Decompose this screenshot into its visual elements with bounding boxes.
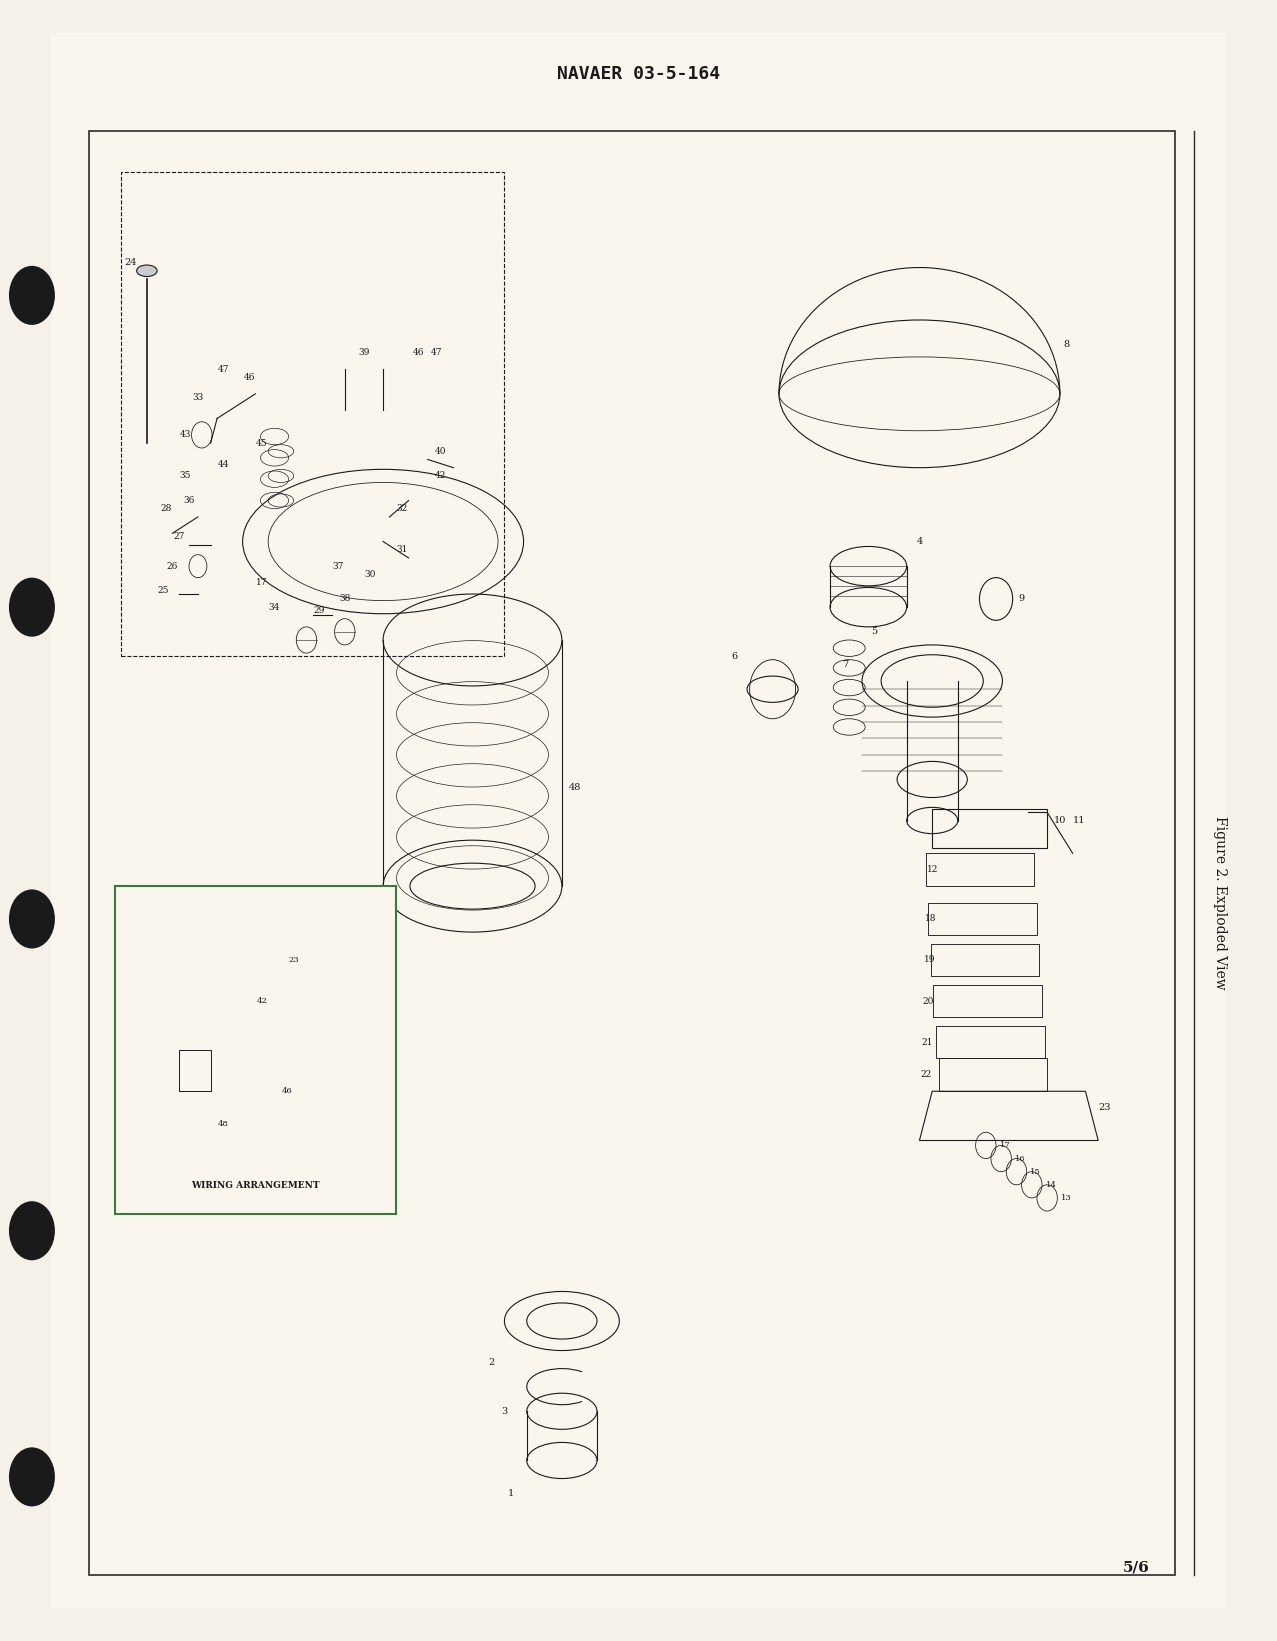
Bar xyxy=(932,809,1047,848)
Text: 16: 16 xyxy=(1015,1155,1025,1162)
Text: 43: 43 xyxy=(180,430,190,440)
Text: 31: 31 xyxy=(397,545,407,555)
Text: NAVAER 03-5-164: NAVAER 03-5-164 xyxy=(557,66,720,82)
Text: WIRING ARRANGEMENT: WIRING ARRANGEMENT xyxy=(192,1182,319,1190)
Bar xyxy=(933,985,1042,1017)
Text: 12: 12 xyxy=(927,865,937,875)
Text: 19: 19 xyxy=(923,955,936,965)
Text: 6: 6 xyxy=(732,651,737,661)
Text: 21: 21 xyxy=(922,1037,932,1047)
Text: 27: 27 xyxy=(174,532,184,542)
Text: 4: 4 xyxy=(917,537,922,546)
Text: 47: 47 xyxy=(430,348,443,358)
Text: 29: 29 xyxy=(314,606,324,615)
Text: 26: 26 xyxy=(167,561,178,571)
Text: 30: 30 xyxy=(365,569,375,579)
Text: 48: 48 xyxy=(568,783,581,793)
Text: 11: 11 xyxy=(1073,816,1085,825)
Bar xyxy=(121,172,504,656)
Text: 5: 5 xyxy=(872,627,877,637)
Text: 46: 46 xyxy=(412,348,425,358)
Text: 28: 28 xyxy=(161,504,171,514)
Bar xyxy=(936,1026,1045,1058)
Bar xyxy=(939,1058,1047,1091)
Circle shape xyxy=(9,889,55,948)
Text: 42: 42 xyxy=(435,471,446,481)
Text: 25: 25 xyxy=(157,586,170,596)
Bar xyxy=(928,903,1037,935)
Bar xyxy=(89,131,1175,1575)
Text: 2: 2 xyxy=(489,1357,494,1367)
Text: 17: 17 xyxy=(255,578,268,587)
Bar xyxy=(931,944,1039,976)
Text: 8: 8 xyxy=(1064,340,1069,350)
Text: Figure 2. Exploded View: Figure 2. Exploded View xyxy=(1213,816,1226,990)
Circle shape xyxy=(9,266,55,325)
Text: 34: 34 xyxy=(269,602,280,612)
Text: 18: 18 xyxy=(925,914,937,924)
Text: 9: 9 xyxy=(1019,594,1024,604)
Text: 37: 37 xyxy=(333,561,344,571)
Circle shape xyxy=(9,578,55,637)
Text: 15: 15 xyxy=(1031,1168,1041,1175)
Text: 33: 33 xyxy=(193,392,203,402)
Text: 20: 20 xyxy=(923,996,933,1006)
Text: 23: 23 xyxy=(289,957,299,963)
Text: 17: 17 xyxy=(1000,1142,1010,1149)
Ellipse shape xyxy=(137,264,157,277)
Text: 38: 38 xyxy=(340,594,350,604)
Text: 42: 42 xyxy=(257,998,267,1004)
Text: 10: 10 xyxy=(1054,816,1066,825)
Bar xyxy=(926,853,1034,886)
Bar xyxy=(115,886,396,1214)
Text: 13: 13 xyxy=(1061,1195,1071,1201)
Text: 48: 48 xyxy=(218,1121,229,1127)
Circle shape xyxy=(9,1447,55,1506)
Text: 22: 22 xyxy=(921,1070,931,1080)
Text: 32: 32 xyxy=(397,504,407,514)
Text: 14: 14 xyxy=(1046,1182,1056,1188)
Text: 46: 46 xyxy=(243,373,255,382)
Text: 5/6: 5/6 xyxy=(1124,1561,1149,1574)
Text: 39: 39 xyxy=(359,348,369,358)
Text: 40: 40 xyxy=(434,446,447,456)
Bar xyxy=(179,1050,211,1091)
Circle shape xyxy=(9,1201,55,1260)
Text: 1: 1 xyxy=(508,1488,513,1498)
Text: 35: 35 xyxy=(179,471,192,481)
Text: 24: 24 xyxy=(124,258,137,267)
Text: 46: 46 xyxy=(282,1088,292,1095)
Text: 47: 47 xyxy=(217,364,230,374)
Text: 36: 36 xyxy=(184,496,194,505)
Text: 23: 23 xyxy=(1098,1103,1111,1113)
Text: 45: 45 xyxy=(255,438,268,448)
Text: 3: 3 xyxy=(502,1406,507,1416)
Text: 7: 7 xyxy=(843,660,848,670)
Text: 44: 44 xyxy=(217,459,230,469)
